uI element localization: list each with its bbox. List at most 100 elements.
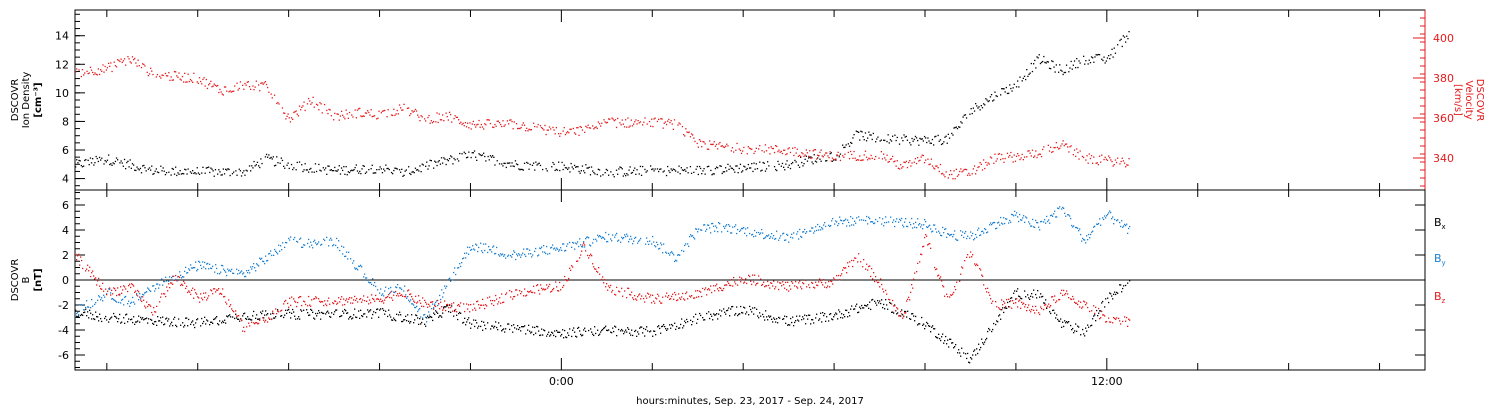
- bx-series-point: [312, 311, 314, 313]
- bx-series-point: [638, 333, 640, 335]
- by-series-point: [414, 306, 416, 309]
- by-series-point: [258, 265, 260, 267]
- density-series-point: [409, 172, 411, 175]
- bz-series-point: [409, 293, 411, 296]
- density-series-point: [165, 172, 168, 174]
- density-series-point: [1011, 90, 1013, 92]
- by-series-point: [490, 249, 492, 251]
- velocity-series-point: [345, 109, 347, 111]
- bx-series-point: [562, 329, 564, 331]
- density-series-point: [702, 170, 704, 172]
- bx-series-point: [477, 327, 479, 329]
- density-series-point: [229, 174, 231, 177]
- density-series-point: [333, 170, 335, 172]
- density-series-point: [1010, 87, 1012, 90]
- velocity-series-point: [954, 178, 956, 180]
- bz-series-point: [109, 287, 111, 289]
- velocity-series-point: [908, 161, 910, 164]
- velocity-series-point: [603, 119, 605, 121]
- bx-series-point: [655, 334, 657, 336]
- bx-series-point: [641, 326, 643, 328]
- density-series-point: [322, 167, 324, 169]
- bz-series-point: [610, 284, 612, 287]
- velocity-series-point: [933, 167, 935, 169]
- by-series: [75, 206, 1131, 323]
- by-series-point: [593, 238, 595, 241]
- by-series-point: [1050, 214, 1052, 217]
- bx-series-point: [604, 326, 606, 329]
- bx-series-point: [1061, 326, 1063, 328]
- velocity-series-point: [526, 127, 528, 129]
- by-series-point: [840, 219, 842, 221]
- velocity-series-point: [1010, 151, 1012, 154]
- bz-series-point: [299, 296, 301, 298]
- bz-series-point: [784, 287, 786, 289]
- by-series-point: [410, 299, 412, 301]
- density-series-point: [848, 145, 851, 147]
- velocity-series-point: [714, 145, 717, 147]
- density-series-point: [780, 165, 782, 167]
- bz-series-point: [843, 267, 845, 269]
- bz-series-point: [284, 300, 286, 303]
- bx-series-point: [843, 314, 845, 316]
- density-series-point: [408, 166, 410, 168]
- density-series-point: [761, 169, 763, 171]
- by-series-point: [1016, 212, 1018, 214]
- density-series-point: [1000, 94, 1002, 96]
- bx-series-point: [392, 319, 394, 321]
- by-series-point: [657, 244, 659, 246]
- density-series-point: [605, 168, 607, 171]
- by-series-point: [950, 234, 952, 236]
- bz-series-point: [938, 274, 940, 276]
- bx-series-point: [978, 343, 980, 345]
- density-series-point: [506, 162, 509, 164]
- bz-series-point: [517, 294, 519, 296]
- density-series-point: [422, 164, 424, 166]
- velocity-series-point: [773, 151, 776, 154]
- bx-series-point: [223, 321, 225, 324]
- by-series-point: [118, 301, 120, 304]
- density-series-point: [193, 172, 195, 175]
- bx-series-point: [887, 308, 889, 310]
- by-series-point: [754, 229, 756, 232]
- density-series-point: [426, 161, 428, 163]
- bz-series-point: [831, 280, 833, 283]
- by-series-point: [276, 251, 278, 254]
- by-series-point: [955, 238, 957, 240]
- density-series-point: [450, 155, 452, 157]
- density-series-point: [512, 165, 514, 167]
- bz-series-point: [872, 278, 874, 280]
- bx-series-point: [518, 328, 520, 331]
- by-series-point: [858, 216, 860, 218]
- density-series-point: [94, 162, 96, 164]
- velocity-series-point: [730, 150, 732, 152]
- velocity-series-point: [1014, 160, 1017, 162]
- by-series-point: [767, 235, 769, 237]
- bz-series-point: [290, 304, 292, 306]
- velocity-series-point: [170, 76, 172, 78]
- by-series-point: [524, 253, 526, 256]
- density-series-point: [719, 165, 721, 167]
- bx-series-point: [1074, 330, 1076, 332]
- velocity-series-point: [828, 157, 830, 159]
- bz-series-point: [719, 287, 721, 289]
- density-series-point: [529, 163, 531, 166]
- bz-series-point: [123, 285, 125, 287]
- bx-series-point: [505, 328, 507, 330]
- bx-series-point: [850, 308, 852, 310]
- bz-series-point: [985, 288, 987, 290]
- bz-series-point: [645, 295, 647, 297]
- by-series-point: [1082, 237, 1084, 240]
- bz-series-point: [967, 254, 969, 256]
- by-series-point: [608, 233, 610, 236]
- bx-series-point: [760, 315, 762, 317]
- bz-series-point: [145, 307, 147, 309]
- bx-series-point: [741, 311, 743, 314]
- density-series-point: [158, 171, 160, 174]
- bz-series-point: [566, 280, 568, 282]
- by-series-point: [993, 221, 995, 224]
- velocity-series-point: [634, 121, 636, 123]
- by-series-point: [1031, 225, 1033, 227]
- velocity-series-point: [754, 150, 756, 153]
- bx-series-point: [367, 309, 369, 311]
